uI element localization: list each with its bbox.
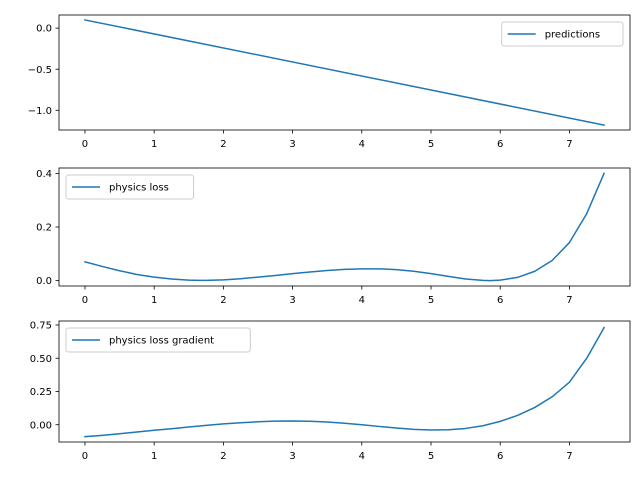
- x-tick-label: 2: [220, 451, 226, 462]
- axes-frame: [58, 14, 631, 131]
- x-tick-label: 0: [82, 451, 88, 462]
- subplot-3: 0 1 2 3 4 5 6 7 0.00 0.25 0.50 0.75 physics loss gra…: [30, 320, 631, 462]
- x-tick-label: 3: [289, 295, 295, 306]
- x-tick-label: 2: [220, 295, 226, 306]
- x-tick-label: 2: [220, 139, 226, 150]
- x-tick-label: 7: [566, 139, 572, 150]
- x-tick-label: 4: [359, 295, 365, 306]
- x-tick-label: 1: [151, 451, 157, 462]
- x-tick-label: 6: [497, 451, 503, 462]
- y-tick-label: −1.0: [28, 106, 52, 117]
- x-tick-label: 5: [428, 295, 434, 306]
- y-tick-label: −0.5: [28, 65, 52, 76]
- x-tick-label: 0: [82, 139, 88, 150]
- series-line-2-1: [84, 172, 606, 282]
- x-tick-label: 0: [82, 295, 88, 306]
- y-tick-label: 0.0: [36, 276, 52, 287]
- legend-label: physics loss: [109, 183, 169, 194]
- x-tick-label: 5: [428, 451, 434, 462]
- x-tick-label: 1: [151, 139, 157, 150]
- x-tick-label: 1: [151, 295, 157, 306]
- x-tick-label: 6: [497, 295, 503, 306]
- y-tick-label: 0.75: [30, 321, 52, 332]
- series-line-3-1: [84, 326, 606, 438]
- legend-box: [501, 21, 624, 47]
- y-tick-label: 0.4: [36, 169, 52, 180]
- x-tick-label: 5: [428, 139, 434, 150]
- x-tick-label: 4: [359, 139, 365, 150]
- legend: physics loss gradient: [65, 327, 251, 353]
- series-line-1-1: [84, 19, 605, 126]
- y-tick-label: 0.2: [36, 223, 52, 234]
- legend-label: physics loss gradient: [109, 336, 214, 347]
- x-tick-label: 3: [289, 139, 295, 150]
- x-tick-label: 7: [566, 451, 572, 462]
- legend: physics loss: [65, 174, 195, 200]
- y-tick-label: 0.00: [30, 420, 52, 431]
- legend-label: predictions: [545, 30, 600, 41]
- x-tick-label: 4: [359, 451, 365, 462]
- subplot-2: 0 1 2 3 4 5 6 7 0.0 0.2 0.4 physics loss: [36, 167, 631, 306]
- legend-box: [65, 174, 195, 200]
- subplot-1: 0 1 2 3 4 5 6 7 0.0 −0.5 −1.0 predictions: [28, 14, 631, 150]
- y-tick-label: 0.0: [36, 24, 52, 35]
- legend-box: [65, 327, 251, 353]
- axes-frame: [58, 320, 631, 443]
- legend: predictions: [501, 21, 624, 47]
- y-tick-label: 0.25: [30, 387, 52, 398]
- x-tick-label: 3: [289, 451, 295, 462]
- x-tick-label: 7: [566, 295, 572, 306]
- y-tick-label: 0.50: [30, 354, 52, 365]
- x-tick-label: 6: [497, 139, 503, 150]
